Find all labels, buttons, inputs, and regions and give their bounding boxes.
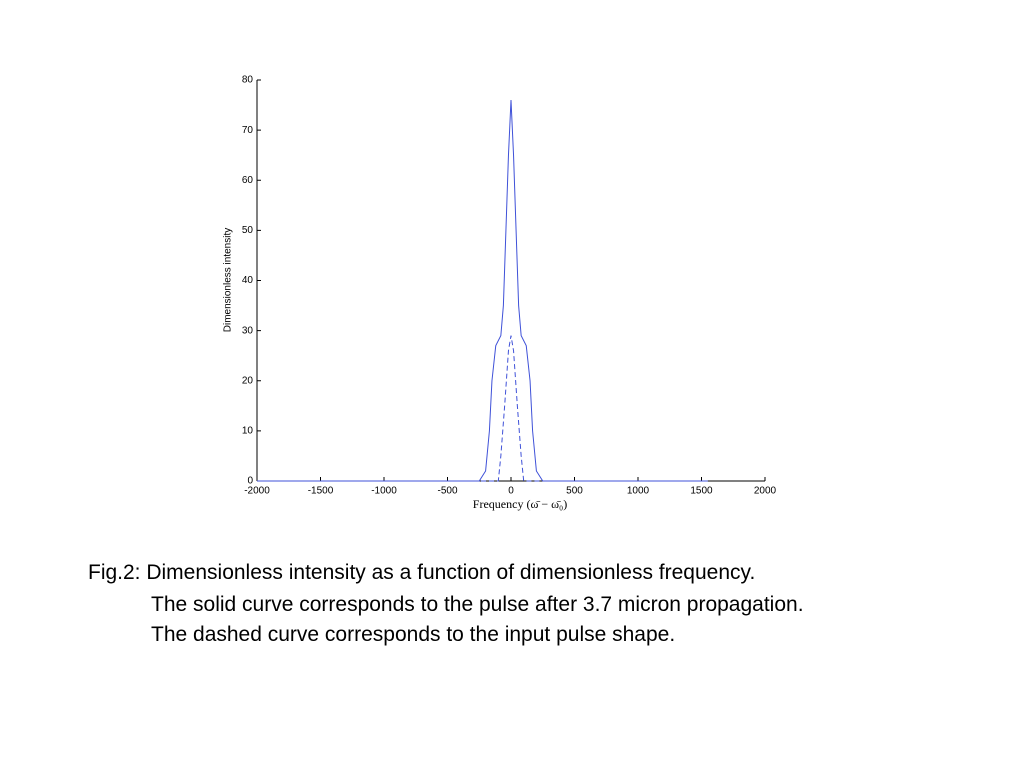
y-tick-label: 70 bbox=[242, 125, 254, 136]
y-tick-label: 50 bbox=[242, 225, 254, 236]
y-tick-label: 80 bbox=[242, 75, 254, 86]
y-tick-label: 30 bbox=[242, 325, 254, 336]
caption-line: The solid curve corresponds to the pulse… bbox=[151, 593, 804, 616]
x-tick-label: 0 bbox=[508, 486, 514, 497]
y-tick-label: 20 bbox=[242, 375, 254, 386]
y-tick-label: 60 bbox=[242, 175, 254, 186]
y-axis-label: Dimensionless intensity bbox=[223, 228, 234, 333]
series-line bbox=[257, 100, 708, 482]
caption-line: The dashed curve corresponds to the inpu… bbox=[151, 623, 676, 646]
x-tick-label: 1500 bbox=[690, 486, 713, 497]
series-line bbox=[257, 335, 708, 482]
x-tick-label: -500 bbox=[437, 486, 457, 497]
y-tick-label: 10 bbox=[242, 426, 254, 437]
x-tick-label: -1000 bbox=[371, 486, 397, 497]
y-tick-label: 40 bbox=[242, 275, 254, 286]
caption-line: Fig.2: Dimensionless intensity as a func… bbox=[88, 561, 756, 584]
x-tick-label: -1500 bbox=[308, 486, 334, 497]
x-axis-label: Frequency (ω̄ − ω̄₀) bbox=[473, 497, 567, 511]
x-tick-label: 2000 bbox=[754, 486, 777, 497]
x-tick-label: -2000 bbox=[244, 486, 270, 497]
chart: Frequency (ω̄ − ω̄₀) Dimensionless inten… bbox=[223, 75, 777, 511]
x-tick-label: 1000 bbox=[627, 486, 650, 497]
x-tick-label: 500 bbox=[566, 486, 583, 497]
y-tick-label: 0 bbox=[247, 476, 253, 487]
